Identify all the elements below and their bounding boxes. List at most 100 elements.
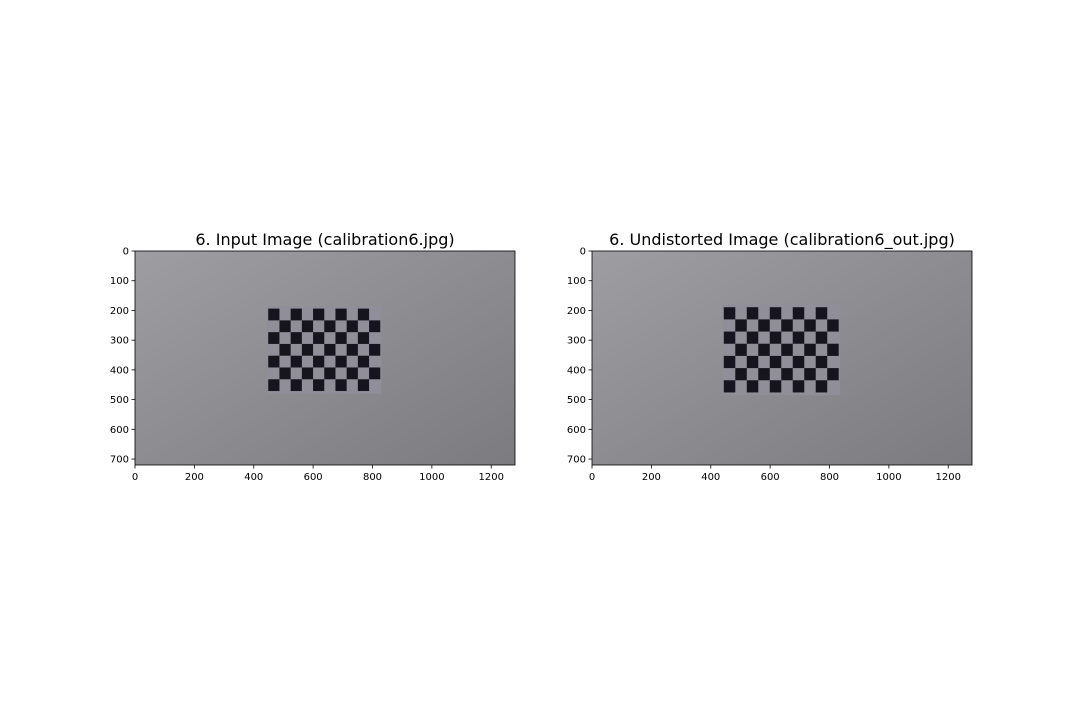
y-tick-label: 500 (567, 395, 586, 406)
checker-square (781, 368, 793, 381)
y-tick-label: 700 (110, 455, 129, 466)
checker-square (746, 355, 759, 369)
x-tick-label: 0 (589, 472, 595, 483)
checker-square (290, 379, 302, 392)
checker-square (827, 343, 839, 356)
checker-square (290, 308, 302, 321)
checker-square (324, 367, 336, 380)
left-plot-title: 6. Input Image (calibration6.jpg) (195, 230, 455, 249)
checker-square (335, 332, 347, 344)
checker-square (815, 355, 828, 369)
checker-square (792, 331, 805, 344)
y-tick-label: 300 (110, 336, 129, 347)
y-tick-label: 400 (110, 365, 129, 376)
y-tick-label: 600 (110, 425, 129, 436)
checker-square (268, 379, 280, 392)
checker-square (301, 343, 314, 356)
checker-square (815, 331, 828, 344)
checker-square (781, 343, 793, 356)
checker-square (279, 320, 291, 333)
x-tick-label: 1200 (936, 472, 961, 483)
checker-square (357, 379, 370, 392)
x-tick-label: 400 (244, 472, 263, 483)
checker-square (290, 332, 302, 344)
axes-frame (591, 250, 973, 466)
checker-square (279, 343, 291, 356)
checker-square (735, 319, 747, 332)
checker-square (324, 320, 336, 333)
x-tick-label: 400 (701, 472, 720, 483)
checker-square (735, 368, 747, 381)
y-tick-label: 400 (567, 365, 586, 376)
checker-square (346, 320, 358, 333)
x-tick-label: 1000 (419, 472, 444, 483)
checker-square (758, 368, 770, 381)
checker-square (792, 307, 805, 320)
checker-square (758, 343, 770, 356)
checker-square (804, 319, 816, 332)
checker-square (313, 379, 325, 392)
x-tick-label: 0 (132, 472, 138, 483)
x-tick-label: 800 (363, 472, 382, 483)
checker-square (735, 343, 747, 356)
x-tick-label: 1000 (876, 472, 901, 483)
checker-square (746, 380, 759, 393)
x-tick-label: 200 (642, 472, 661, 483)
checker-square (357, 308, 370, 321)
checker-square (804, 343, 816, 356)
y-tick-label: 500 (110, 395, 129, 406)
checker-square (335, 355, 347, 368)
checker-square (769, 355, 782, 369)
y-tick-label: 200 (567, 306, 586, 317)
checker-square (313, 355, 325, 368)
checker-square (769, 331, 782, 344)
checker-square (769, 380, 782, 393)
x-tick-label: 600 (761, 472, 780, 483)
checker-square (357, 355, 370, 368)
checker-square (723, 355, 736, 369)
y-tick-label: 600 (567, 425, 586, 436)
checker-square (290, 355, 302, 368)
checker-square (301, 367, 314, 380)
checker-square (357, 332, 370, 344)
x-tick-label: 200 (185, 472, 204, 483)
checker-square (313, 332, 325, 344)
checker-square (346, 343, 358, 356)
checker-square (815, 307, 828, 320)
checker-square (815, 380, 828, 393)
y-tick-label: 700 (567, 455, 586, 466)
checker-square (827, 368, 839, 381)
y-tick-label: 100 (110, 276, 129, 287)
checker-square (769, 307, 782, 320)
checker-square (723, 331, 736, 344)
checker-square (369, 343, 381, 356)
x-tick-label: 800 (820, 472, 839, 483)
checker-square (369, 367, 381, 380)
checker-square (369, 320, 381, 333)
right-plot-title: 6. Undistorted Image (calibration6_out.j… (609, 230, 955, 249)
checker-square (268, 308, 280, 321)
axes-frame (134, 250, 516, 466)
checker-square (335, 308, 347, 321)
checker-square (723, 307, 736, 320)
x-tick-label: 600 (304, 472, 323, 483)
y-tick-label: 300 (567, 336, 586, 347)
checker-square (827, 319, 839, 332)
checker-square (313, 308, 325, 321)
checker-square (758, 319, 770, 332)
checker-square (746, 307, 759, 320)
checker-square (804, 368, 816, 381)
checker-square (324, 343, 336, 356)
checker-square (268, 355, 280, 368)
y-tick-label: 0 (123, 247, 129, 258)
y-tick-label: 100 (567, 276, 586, 287)
checker-square (268, 332, 280, 344)
checker-square (792, 380, 805, 393)
y-tick-label: 0 (580, 247, 586, 258)
y-tick-label: 200 (110, 306, 129, 317)
checker-square (746, 331, 759, 344)
x-tick-label: 1200 (479, 472, 504, 483)
